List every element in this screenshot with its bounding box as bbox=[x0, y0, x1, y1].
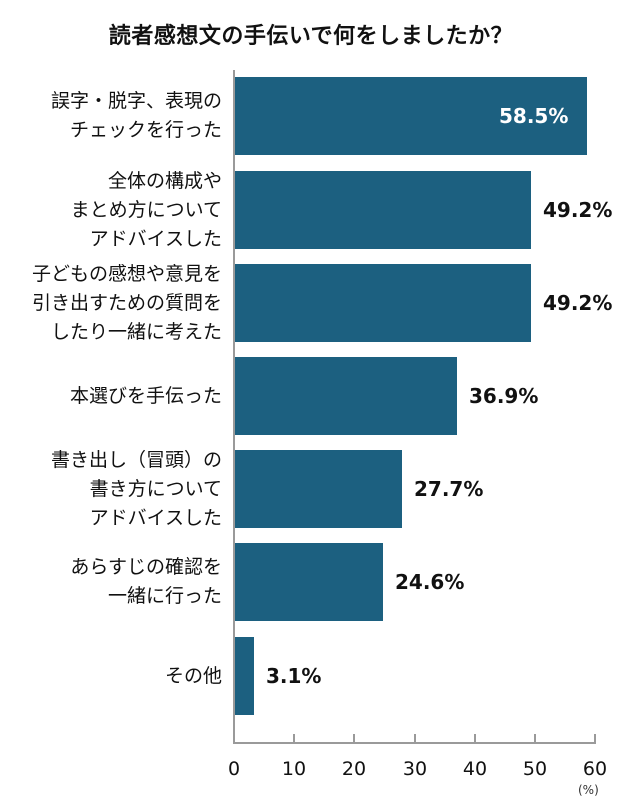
x-tick-label: 50 bbox=[522, 758, 548, 780]
bar-row: 誤字・脱字、表現のチェックを行った 58.5% bbox=[0, 77, 622, 155]
x-tick-label: 20 bbox=[341, 758, 367, 780]
x-tick-label: 10 bbox=[281, 758, 307, 780]
category-label-line: まとめ方について bbox=[70, 198, 222, 221]
bar-row: 子どもの感想や意見を 引き出すための質問をしたり一緒に考えた 49.2% bbox=[0, 263, 622, 343]
x-tick-mark bbox=[534, 734, 536, 743]
value-label: 24.6% bbox=[395, 570, 465, 594]
bar-row: 全体の構成やまとめ方についてアドバイスした 49.2% bbox=[0, 170, 622, 250]
category-label-line: 書き方について bbox=[89, 477, 222, 500]
category-label-line: アドバイスした bbox=[89, 506, 222, 529]
category-label-line: 誤字・脱字、表現の bbox=[50, 90, 222, 112]
x-axis-line bbox=[233, 742, 596, 744]
bar bbox=[235, 171, 531, 249]
category-label-line: その他 bbox=[164, 664, 222, 687]
x-tick-mark bbox=[474, 734, 476, 743]
bar-row: あらすじの確認を一緒に行った 24.6% bbox=[0, 543, 622, 621]
category-label-line: あらすじの確認を bbox=[70, 556, 222, 578]
value-label: 49.2% bbox=[543, 291, 613, 315]
bar-row: その他 3.1% bbox=[0, 637, 622, 715]
category-label: 書き出し（冒頭）の書き方について アドバイスした bbox=[7, 449, 222, 529]
value-label: 27.7% bbox=[414, 477, 484, 501]
category-label: あらすじの確認を一緒に行った bbox=[7, 543, 222, 621]
chart-title: 読者感想文の手伝いで何をしましたか？ bbox=[108, 24, 514, 49]
bar bbox=[235, 450, 402, 528]
category-label: 誤字・脱字、表現のチェックを行った bbox=[7, 77, 222, 155]
bar bbox=[235, 637, 254, 715]
bar-row: 書き出し（冒頭）の書き方について アドバイスした 27.7% bbox=[0, 449, 622, 529]
category-label: 全体の構成やまとめ方についてアドバイスした bbox=[7, 170, 222, 250]
bar bbox=[235, 357, 457, 435]
category-label-line: 引き出すための質問を bbox=[31, 291, 222, 314]
category-label: 本選びを手伝った bbox=[7, 357, 222, 435]
category-label-line: チェックを行った bbox=[69, 119, 222, 141]
x-tick-label: 0 bbox=[227, 758, 241, 780]
value-label: 3.1% bbox=[266, 664, 322, 688]
category-label-line: したり一緒に考えた bbox=[50, 320, 222, 343]
value-label: 36.9% bbox=[469, 384, 539, 408]
x-tick-label: 30 bbox=[402, 758, 428, 780]
x-tick-mark bbox=[594, 734, 596, 743]
category-label-line: アドバイスした bbox=[89, 227, 222, 250]
bar bbox=[235, 543, 383, 621]
category-label-line: 子どもの感想や意見を bbox=[31, 262, 222, 285]
x-tick-label: 40 bbox=[462, 758, 488, 780]
category-label-line: 全体の構成や bbox=[107, 169, 222, 192]
x-tick-label: 60 bbox=[582, 758, 608, 780]
value-label: 58.5% bbox=[499, 104, 569, 128]
category-label-line: 書き出し（冒頭）の bbox=[50, 448, 222, 471]
value-label: 49.2% bbox=[543, 198, 613, 222]
x-axis-unit: (%) bbox=[578, 783, 599, 797]
category-label: その他 bbox=[7, 637, 222, 715]
x-tick-mark bbox=[414, 734, 416, 743]
x-tick-mark bbox=[353, 734, 355, 743]
category-label: 子どもの感想や意見を 引き出すための質問をしたり一緒に考えた bbox=[7, 263, 222, 343]
category-label-line: 本選びを手伝った bbox=[69, 384, 222, 407]
bar bbox=[235, 264, 531, 342]
y-axis-line bbox=[233, 70, 235, 744]
bar-row: 本選びを手伝った 36.9% bbox=[0, 357, 622, 435]
bar bbox=[235, 77, 587, 155]
x-tick-mark bbox=[293, 734, 295, 743]
category-label-line: 一緒に行った bbox=[107, 585, 222, 607]
